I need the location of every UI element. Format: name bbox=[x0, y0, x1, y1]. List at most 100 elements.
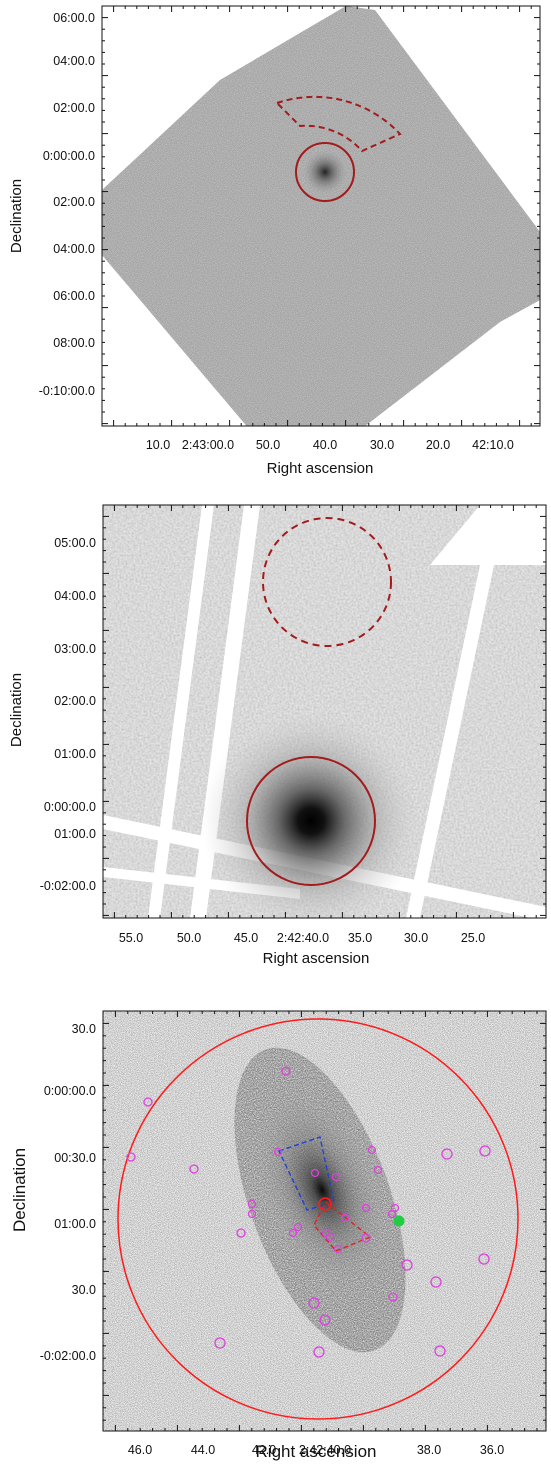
middle-x-tick-label: 55.0 bbox=[119, 931, 143, 945]
top-x-tick-label: 30.0 bbox=[370, 438, 394, 452]
point-source-marker bbox=[281, 1066, 291, 1076]
middle-y-tick-label: 04:00.0 bbox=[54, 589, 96, 603]
top-y-tick-labels: 06:00.0 04:00.0 02:00.0 0:00:00.0 02:00.… bbox=[39, 11, 95, 398]
top-x-axis-title: Right ascension bbox=[267, 460, 374, 477]
middle-panel: 05:00.0 04:00.0 03:00.0 02:00.0 01:00.0 … bbox=[0, 485, 551, 975]
point-source-marker bbox=[214, 1337, 226, 1349]
point-source-marker bbox=[293, 1222, 303, 1232]
bottom-x-tick-label: 2:42:40.0 bbox=[299, 1443, 351, 1457]
top-y-axis-title: Declination bbox=[8, 179, 25, 253]
middle-x-tick-label: 50.0 bbox=[177, 931, 201, 945]
top-y-tick-label: 04:00.0 bbox=[53, 54, 95, 68]
bottom-x-tick-label: 36.0 bbox=[480, 1443, 504, 1457]
point-source-marker bbox=[387, 1209, 397, 1219]
middle-bright-source bbox=[201, 711, 421, 918]
middle-plot-frame bbox=[102, 504, 547, 919]
bottom-blue-region bbox=[278, 1136, 335, 1211]
bottom-x-tick-label: 44.0 bbox=[191, 1443, 215, 1457]
bottom-y-tick-label: 01:00.0 bbox=[54, 1217, 96, 1231]
bottom-extraction-circle bbox=[117, 1018, 519, 1420]
top-panel-figure: 06:00.0 04:00.0 02:00.0 0:00:00.0 02:00.… bbox=[8, 5, 541, 477]
middle-x-tick-label: 30.0 bbox=[404, 931, 428, 945]
top-y-tick-label: 06:00.0 bbox=[53, 11, 95, 25]
point-source-marker bbox=[143, 1097, 153, 1107]
top-x-tick-label: 50.0 bbox=[256, 438, 280, 452]
point-source-marker bbox=[478, 1253, 490, 1265]
bottom-ticks bbox=[103, 1011, 546, 1431]
point-source-marker bbox=[247, 1199, 257, 1209]
top-x-tick-label: 20.0 bbox=[426, 438, 450, 452]
top-y-tick-label: 02:00.0 bbox=[53, 195, 95, 209]
middle-y-tick-label: 02:00.0 bbox=[54, 694, 96, 708]
point-source-marker bbox=[373, 1165, 383, 1175]
top-y-tick-label: 06:00.0 bbox=[53, 289, 95, 303]
bottom-x-axis-title: Right ascension bbox=[256, 1442, 377, 1461]
bottom-green-source bbox=[393, 1215, 405, 1227]
point-source-marker bbox=[325, 1232, 335, 1242]
point-source-marker bbox=[273, 1147, 283, 1157]
bottom-panel-figure: 30.0 0:00:00.0 00:30.0 01:00.0 30.0 -0:0… bbox=[10, 1010, 547, 1461]
top-y-tick-label: 04:00.0 bbox=[53, 242, 95, 256]
point-source-marker bbox=[388, 1292, 398, 1302]
top-y-tick-label: 08:00.0 bbox=[53, 336, 95, 350]
middle-x-tick-label: 45.0 bbox=[234, 931, 258, 945]
point-source-marker bbox=[308, 1297, 320, 1309]
middle-ticks bbox=[103, 505, 546, 918]
bottom-red-region bbox=[313, 1200, 372, 1252]
point-source-marker bbox=[236, 1228, 246, 1238]
bottom-plot-frame bbox=[102, 1010, 547, 1432]
middle-x-tick-label: 2:42:40.0 bbox=[277, 931, 329, 945]
top-ticks bbox=[102, 6, 540, 426]
point-source-marker bbox=[331, 1172, 341, 1182]
middle-y-tick-label: -0:02:00.0 bbox=[40, 879, 96, 893]
point-source-marker bbox=[247, 1209, 257, 1219]
point-source-marker bbox=[288, 1228, 298, 1238]
point-source-marker bbox=[333, 1244, 343, 1254]
point-source-marker bbox=[430, 1276, 442, 1288]
point-source-marker bbox=[434, 1345, 446, 1357]
middle-x-axis-title: Right ascension bbox=[263, 950, 370, 967]
middle-x-tick-label: 25.0 bbox=[461, 931, 485, 945]
top-y-tick-label: -0:10:00.0 bbox=[39, 384, 95, 398]
middle-y-tick-label: 01:00.0 bbox=[54, 827, 96, 841]
middle-y-tick-label: 0:00:00.0 bbox=[44, 800, 96, 814]
point-source-marker bbox=[189, 1164, 199, 1174]
middle-x-tick-label: 35.0 bbox=[348, 931, 372, 945]
point-source-marker bbox=[441, 1148, 453, 1160]
point-source-marker bbox=[310, 1168, 320, 1178]
bottom-nucleus-marker bbox=[318, 1197, 332, 1211]
point-source-marker bbox=[126, 1152, 136, 1162]
top-bright-source bbox=[303, 150, 347, 194]
point-source-marker bbox=[479, 1145, 491, 1157]
point-source-marker bbox=[367, 1145, 377, 1155]
point-source-marker bbox=[361, 1203, 371, 1213]
bottom-panel: 30.0 0:00:00.0 00:30.0 01:00.0 30.0 -0:0… bbox=[0, 975, 551, 1465]
middle-background-region bbox=[262, 517, 392, 647]
bottom-image-area bbox=[103, 1011, 546, 1431]
middle-y-axis-title: Declination bbox=[8, 673, 25, 747]
bottom-y-axis-title: Declination bbox=[10, 1148, 29, 1232]
middle-y-tick-label: 03:00.0 bbox=[54, 642, 96, 656]
middle-source-region bbox=[246, 756, 376, 886]
point-source-marker bbox=[313, 1346, 325, 1358]
bottom-y-tick-labels: 30.0 0:00:00.0 00:30.0 01:00.0 30.0 -0:0… bbox=[40, 1022, 96, 1363]
top-plot-frame bbox=[101, 5, 541, 427]
bottom-y-tick-label: 00:30.0 bbox=[54, 1151, 96, 1165]
bottom-galaxy-core bbox=[252, 1085, 392, 1295]
bottom-x-tick-label: 38.0 bbox=[417, 1443, 441, 1457]
top-x-tick-label: 42:10.0 bbox=[472, 438, 514, 452]
bottom-x-tick-label: 46.0 bbox=[128, 1443, 152, 1457]
top-x-tick-label: 2:43:00.0 bbox=[182, 438, 234, 452]
bottom-y-tick-label: 0:00:00.0 bbox=[44, 1084, 96, 1098]
point-source-marker bbox=[340, 1213, 350, 1223]
bottom-point-sources bbox=[126, 1066, 491, 1358]
middle-x-tick-labels: 55.0 50.0 45.0 2:42:40.0 35.0 30.0 25.0 bbox=[119, 931, 485, 945]
middle-y-tick-labels: 05:00.0 04:00.0 03:00.0 02:00.0 01:00.0 … bbox=[40, 536, 96, 893]
top-x-tick-labels: 10.0 2:43:00.0 50.0 40.0 30.0 20.0 42:10… bbox=[146, 438, 514, 452]
point-source-marker bbox=[319, 1314, 331, 1326]
bottom-x-tick-labels: 46.0 44.0 42.0 2:42:40.0 38.0 36.0 bbox=[128, 1443, 504, 1457]
point-source-marker bbox=[361, 1233, 371, 1243]
top-source-region bbox=[295, 142, 355, 202]
top-y-tick-label: 0:00:00.0 bbox=[43, 149, 95, 163]
middle-y-tick-label: 01:00.0 bbox=[54, 747, 96, 761]
